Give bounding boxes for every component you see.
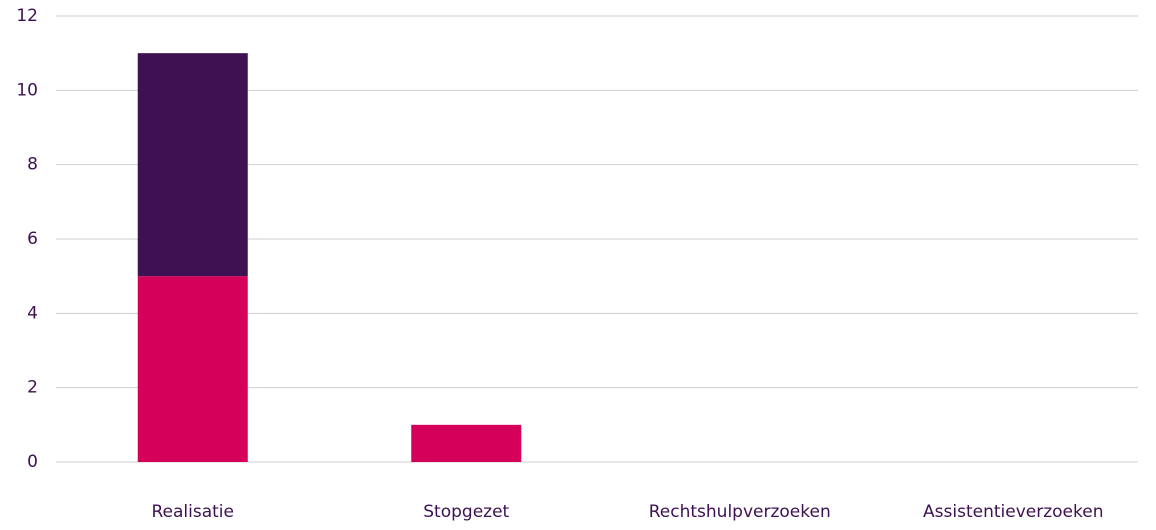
y-tick-label: 10	[16, 80, 38, 100]
x-tick-label: Realisatie	[152, 502, 235, 522]
bar	[137, 53, 248, 277]
y-tick-label: 6	[27, 229, 38, 249]
x-tick-label: Assistentieverzoeken	[923, 502, 1103, 522]
y-tick-label: 4	[27, 303, 38, 323]
x-tick-label: Stopgezet	[423, 502, 509, 522]
y-tick-label: 8	[27, 155, 38, 175]
bar	[137, 276, 248, 462]
y-tick-label: 2	[27, 378, 38, 398]
bar	[411, 424, 522, 462]
y-tick-label: 0	[27, 452, 38, 472]
x-tick-label: Rechtshulpverzoeken	[649, 502, 831, 522]
y-tick-label: 12	[16, 6, 38, 26]
